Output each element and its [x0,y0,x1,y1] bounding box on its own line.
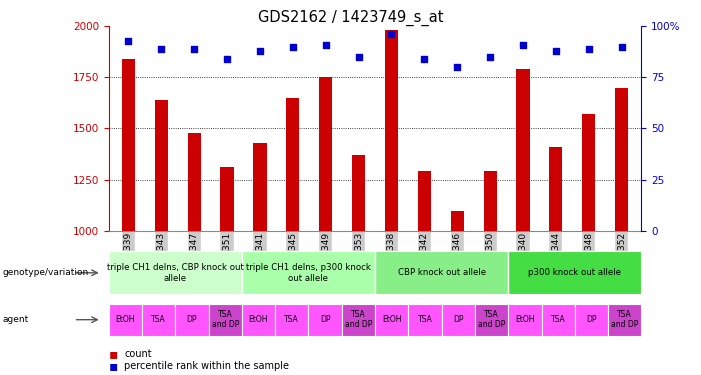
Bar [155,100,168,231]
Bar [385,30,398,231]
Point [254,48,266,54]
Point [189,46,200,52]
Bar [475,304,508,336]
Text: EtOH: EtOH [116,315,135,324]
Text: TSA: TSA [418,315,433,324]
Point [123,38,134,44]
Bar [608,304,641,336]
Text: TSA: TSA [285,315,299,324]
Text: CBP knock out allele: CBP knock out allele [397,268,486,278]
Bar [275,304,308,336]
Bar [418,171,431,231]
Bar [352,155,365,231]
Point [320,42,332,48]
Text: triple CH1 delns, p300 knock
out allele: triple CH1 delns, p300 knock out allele [246,263,371,282]
Point [418,56,430,62]
Bar [484,171,497,231]
Bar [109,304,142,336]
Bar [375,251,508,294]
Point [583,46,594,52]
Bar [188,132,200,231]
Text: GDS2162 / 1423749_s_at: GDS2162 / 1423749_s_at [258,9,443,26]
Text: TSA
and DP: TSA and DP [345,310,372,329]
Text: ▪: ▪ [109,347,118,362]
Text: DP: DP [186,315,197,324]
Point [353,54,365,60]
Text: EtOH: EtOH [515,315,535,324]
Bar [286,98,299,231]
Bar [319,77,332,231]
Text: EtOH: EtOH [249,315,268,324]
Text: TSA
and DP: TSA and DP [212,310,239,329]
Text: genotype/variation: genotype/variation [2,268,88,278]
Bar [109,251,242,294]
Bar [542,304,575,336]
Text: TSA: TSA [551,315,566,324]
Text: count: count [124,350,151,359]
Point [386,32,397,38]
Text: triple CH1 delns, CBP knock out
allele: triple CH1 delns, CBP knock out allele [107,263,244,282]
Bar [242,304,275,336]
Bar [550,147,562,231]
Text: EtOH: EtOH [382,315,402,324]
Bar [175,304,209,336]
Text: TSA
and DP: TSA and DP [611,310,639,329]
Bar [583,114,595,231]
Bar [342,304,375,336]
Point [616,44,627,50]
Bar [508,251,641,294]
Point [484,54,496,60]
Text: percentile rank within the sample: percentile rank within the sample [124,361,289,370]
Text: TSA: TSA [151,315,166,324]
Text: DP: DP [320,315,330,324]
Bar [375,304,409,336]
Bar [575,304,608,336]
Bar [517,69,529,231]
Text: p300 knock out allele: p300 knock out allele [529,268,621,278]
Bar [508,304,542,336]
Bar [409,304,442,336]
Bar [615,88,628,231]
Bar [209,304,242,336]
Bar [221,167,233,231]
Text: ▪: ▪ [109,358,118,373]
Bar [308,304,342,336]
Text: DP: DP [586,315,597,324]
Point [451,64,463,70]
Bar [442,304,475,336]
Text: agent: agent [2,315,28,324]
Bar [242,251,375,294]
Point [156,46,167,52]
Bar [451,211,464,231]
Point [222,56,233,62]
Bar [122,59,135,231]
Point [517,42,529,48]
Text: DP: DP [453,315,463,324]
Bar [142,304,175,336]
Point [287,44,299,50]
Point [550,48,562,54]
Text: TSA
and DP: TSA and DP [478,310,505,329]
Bar [253,143,266,231]
